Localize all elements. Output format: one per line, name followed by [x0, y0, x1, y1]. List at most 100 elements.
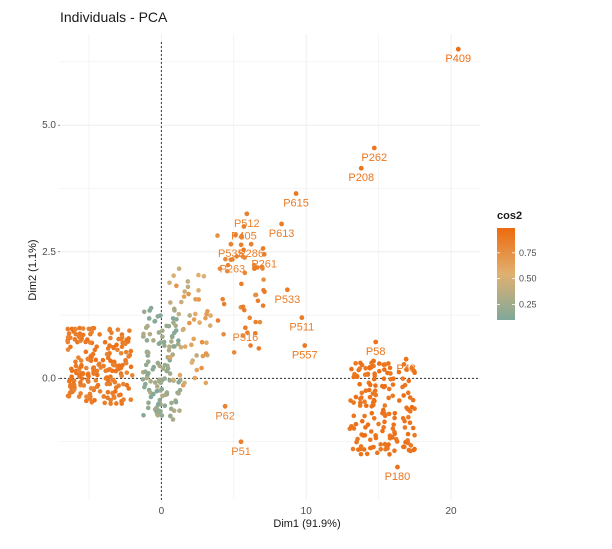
data-point [392, 415, 397, 421]
data-point [373, 383, 378, 388]
data-point [92, 347, 98, 353]
data-point [175, 341, 181, 347]
y-axis-title: Dim2 (1.1%) [27, 239, 39, 300]
data-point [173, 328, 179, 333]
data-point [187, 313, 193, 318]
data-point [165, 366, 171, 371]
data-point [371, 444, 376, 450]
data-point [404, 405, 409, 411]
data-point [140, 377, 146, 382]
data-point [107, 381, 113, 387]
data-point [393, 436, 399, 442]
data-point [69, 326, 75, 332]
point-label: P516 [233, 332, 259, 344]
data-point [166, 348, 172, 353]
data-point [76, 334, 82, 340]
data-point-p533 [284, 287, 290, 293]
data-point [168, 300, 173, 305]
data-point [400, 444, 406, 450]
data-point [162, 403, 168, 409]
data-point [121, 397, 126, 402]
data-point [154, 384, 160, 389]
data-point [89, 354, 94, 360]
data-point [371, 358, 376, 364]
data-point [119, 344, 125, 350]
data-point [162, 362, 168, 368]
data-point [392, 448, 397, 453]
data-point [234, 254, 239, 259]
data-point [80, 332, 86, 338]
data-point [72, 326, 78, 332]
data-point [262, 289, 267, 295]
data-point [401, 393, 406, 398]
data-point [148, 394, 154, 400]
data-point [194, 353, 199, 358]
data-point [102, 400, 107, 406]
data-point [84, 398, 89, 404]
data-point [152, 380, 158, 385]
data-point [215, 318, 221, 323]
x-axis-title: Dim1 (91.9%) [273, 518, 340, 530]
data-point [186, 291, 191, 297]
data-point [168, 413, 173, 419]
data-point [157, 397, 163, 403]
data-point [371, 416, 377, 421]
data-point [77, 374, 82, 379]
data-point-p286 [248, 241, 254, 247]
point-label: P58 [366, 346, 386, 358]
data-point [240, 333, 246, 338]
legend-tick-label: 0.75 [519, 248, 537, 258]
data-point [91, 367, 97, 373]
data-point [358, 360, 363, 366]
data-point [154, 409, 159, 414]
data-point [141, 412, 146, 418]
data-point [141, 309, 147, 315]
data-point [412, 432, 417, 438]
data-point [366, 387, 372, 393]
data-point [225, 262, 231, 268]
data-point [145, 405, 151, 411]
data-point [170, 377, 176, 383]
data-point [80, 326, 86, 331]
point-label: P51 [231, 446, 251, 458]
data-point-p180 [395, 464, 400, 470]
data-point [362, 413, 367, 419]
point-label: P405 [231, 230, 257, 242]
data-point-p409 [455, 46, 461, 52]
data-point [390, 393, 396, 399]
data-point [103, 376, 109, 381]
data-point [176, 391, 181, 396]
data-point [170, 333, 175, 339]
data-point-p615 [293, 191, 299, 196]
data-point [392, 431, 398, 437]
data-point [73, 363, 79, 369]
point-label: P557 [292, 350, 318, 362]
point-label: P62 [215, 410, 235, 422]
data-point [108, 335, 113, 341]
data-point [167, 280, 172, 286]
data-point [390, 382, 396, 387]
data-point [91, 325, 97, 331]
point-label: P263 [219, 263, 245, 275]
data-point [83, 365, 89, 371]
data-point [386, 395, 391, 401]
data-point [144, 375, 150, 381]
data-point [145, 323, 150, 329]
data-point [145, 359, 151, 364]
data-point [208, 313, 213, 318]
data-point [71, 387, 77, 393]
data-point [362, 399, 367, 405]
data-point [220, 296, 225, 302]
data-point [255, 298, 261, 304]
data-point [65, 347, 71, 352]
data-point [200, 353, 206, 359]
data-point [350, 446, 356, 452]
data-point [85, 377, 90, 383]
data-point [390, 435, 395, 440]
data-point [382, 367, 387, 372]
data-point-p263 [229, 257, 235, 262]
data-point [386, 411, 392, 417]
point-label: P286 [238, 248, 264, 260]
data-point [146, 350, 151, 355]
data-point [167, 378, 173, 383]
